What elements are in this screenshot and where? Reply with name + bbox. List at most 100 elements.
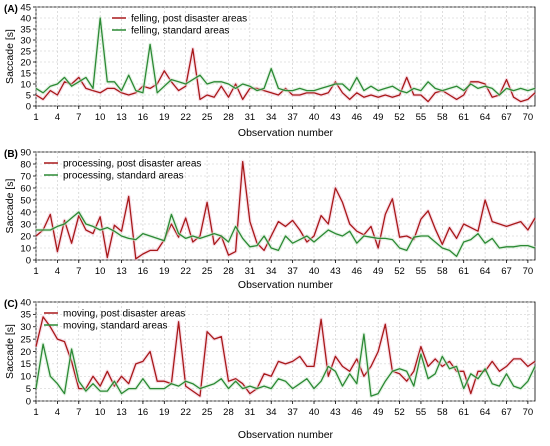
y-tick-label: 40 <box>20 207 31 218</box>
x-tick-label: 25 <box>202 112 213 123</box>
y-tick-label: 5 <box>26 90 31 101</box>
plot-frame <box>35 151 536 261</box>
y-tick-label: 45 <box>20 2 31 13</box>
legend-label: processing, post disaster areas <box>63 159 201 170</box>
x-tick-label: 52 <box>394 407 405 418</box>
x-tick-label: 37 <box>287 407 298 418</box>
y-tick-label: 50 <box>20 195 31 206</box>
series-line-post-disaster <box>35 316 536 397</box>
panel-label: (C) <box>4 299 18 310</box>
x-axis-title: Observation number <box>238 429 334 441</box>
x-tick-label: 4 <box>55 407 60 418</box>
y-tick-label: 15 <box>20 359 31 370</box>
x-tick-label: 1 <box>33 112 38 123</box>
series-line-post-disaster <box>35 48 536 103</box>
x-axis-title: Observation number <box>238 279 334 291</box>
x-tick-label: 7 <box>76 112 81 123</box>
legend-label: felling, standard areas <box>131 26 229 37</box>
x-tick-label: 70 <box>523 407 534 418</box>
x-tick-label: 28 <box>223 407 234 418</box>
y-axis-title: Saccade [s] <box>4 178 16 233</box>
x-tick-label: 37 <box>287 266 298 277</box>
x-tick-label: 37 <box>287 112 298 123</box>
x-tick-label: 34 <box>266 266 277 277</box>
y-tick-label: 70 <box>20 171 31 182</box>
x-tick-label: 46 <box>351 266 362 277</box>
x-tick-label: 31 <box>245 112 256 123</box>
y-tick-label: 0 <box>26 396 31 407</box>
x-tick-label: 43 <box>330 266 341 277</box>
x-tick-label: 67 <box>501 112 512 123</box>
legend-label: moving, post disaster areas <box>63 309 185 320</box>
y-tick-label: 0 <box>26 101 31 112</box>
legend-label: moving, standard areas <box>63 321 168 332</box>
x-tick-label: 46 <box>351 112 362 123</box>
x-tick-label: 70 <box>523 112 534 123</box>
y-tick-label: 80 <box>20 159 31 170</box>
x-tick-label: 55 <box>416 112 427 123</box>
x-tick-label: 64 <box>480 112 491 123</box>
x-tick-label: 64 <box>480 266 491 277</box>
x-tick-label: 28 <box>223 112 234 123</box>
x-tick-label: 58 <box>437 407 448 418</box>
x-tick-label: 22 <box>180 266 191 277</box>
y-tick-label: 35 <box>20 310 31 321</box>
x-tick-label: 4 <box>55 112 60 123</box>
x-tick-label: 61 <box>458 266 469 277</box>
x-tick-label: 61 <box>458 407 469 418</box>
y-tick-label: 25 <box>20 46 31 57</box>
x-tick-label: 58 <box>437 112 448 123</box>
y-tick-label: 90 <box>20 147 31 158</box>
y-tick-label: 20 <box>20 347 31 358</box>
x-tick-label: 13 <box>116 266 127 277</box>
y-axis-title: Saccade [s] <box>4 29 16 84</box>
x-tick-label: 40 <box>309 407 320 418</box>
series-line-standard <box>35 17 536 96</box>
y-tick-label: 35 <box>20 24 31 35</box>
x-tick-label: 52 <box>394 266 405 277</box>
y-tick-label: 20 <box>20 231 31 242</box>
x-tick-label: 64 <box>480 407 491 418</box>
x-tick-label: 10 <box>95 266 106 277</box>
x-tick-label: 13 <box>116 112 127 123</box>
y-axis-title: Saccade [s] <box>4 324 16 379</box>
series-line-standard <box>36 211 536 258</box>
x-tick-label: 43 <box>330 112 341 123</box>
y-tick-label: 60 <box>20 183 31 194</box>
y-tick-label: 10 <box>20 372 31 383</box>
series-line-post-disaster <box>35 160 536 260</box>
x-tick-label: 31 <box>245 407 256 418</box>
x-tick-label: 10 <box>95 407 106 418</box>
x-tick-label: 55 <box>416 266 427 277</box>
x-tick-label: 49 <box>373 407 384 418</box>
x-axis-title: Observation number <box>238 127 334 139</box>
x-tick-label: 49 <box>373 112 384 123</box>
x-tick-label: 61 <box>458 112 469 123</box>
y-tick-label: 5 <box>26 384 31 395</box>
x-tick-label: 70 <box>523 266 534 277</box>
x-tick-label: 1 <box>33 407 38 418</box>
x-tick-label: 34 <box>266 407 277 418</box>
x-tick-label: 16 <box>138 407 149 418</box>
x-tick-label: 40 <box>309 112 320 123</box>
x-tick-label: 7 <box>76 407 81 418</box>
x-tick-label: 43 <box>330 407 341 418</box>
x-tick-label: 16 <box>138 266 149 277</box>
x-tick-label: 67 <box>501 266 512 277</box>
x-tick-label: 13 <box>116 407 127 418</box>
x-tick-label: 16 <box>138 112 149 123</box>
x-tick-label: 22 <box>180 112 191 123</box>
x-tick-label: 19 <box>159 407 170 418</box>
x-tick-label: 55 <box>416 407 427 418</box>
x-tick-label: 46 <box>351 407 362 418</box>
y-tick-label: 40 <box>20 297 31 308</box>
x-tick-label: 25 <box>202 266 213 277</box>
x-tick-label: 28 <box>223 266 234 277</box>
y-tick-label: 10 <box>20 79 31 90</box>
x-tick-label: 22 <box>180 407 191 418</box>
legend-label: felling, post disaster areas <box>131 14 247 25</box>
